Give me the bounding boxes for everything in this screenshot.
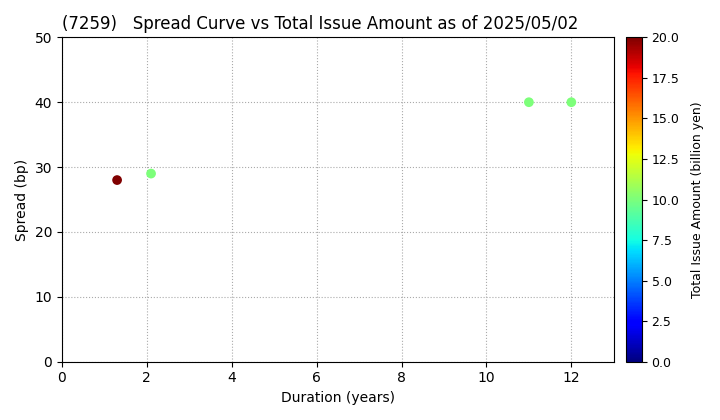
X-axis label: Duration (years): Duration (years) — [281, 391, 395, 405]
Point — [145, 170, 157, 177]
Point — [566, 99, 577, 105]
Text: (7259)   Spread Curve vs Total Issue Amount as of 2025/05/02: (7259) Spread Curve vs Total Issue Amoun… — [62, 15, 578, 33]
Point — [523, 99, 535, 105]
Point — [112, 177, 123, 184]
Y-axis label: Spread (bp): Spread (bp) — [15, 158, 29, 241]
Y-axis label: Total Issue Amount (billion yen): Total Issue Amount (billion yen) — [690, 101, 703, 298]
